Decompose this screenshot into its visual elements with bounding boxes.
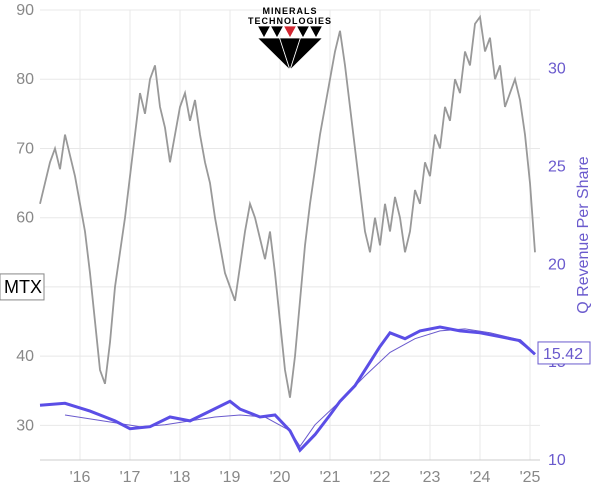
stock-chart: 304050607080901015202530Q Revenue Per Sh…: [0, 0, 600, 500]
x-axis-tick: '23: [420, 469, 441, 486]
logo-text-bottom: TECHNOLOGIES: [248, 16, 332, 26]
logo-text-top: MINERALS: [263, 6, 318, 16]
x-axis-tick: '19: [220, 469, 241, 486]
right-axis-tick: 30: [548, 61, 566, 78]
x-axis-tick: '24: [470, 469, 491, 486]
left-axis-tick: 80: [16, 71, 34, 88]
ticker-label: MTX: [4, 277, 42, 297]
x-axis-tick: '22: [370, 469, 391, 486]
left-axis-tick: 70: [16, 140, 34, 157]
right-axis-tick: 25: [548, 159, 566, 176]
x-axis-tick: '20: [270, 469, 291, 486]
current-value-label: 15.42: [543, 346, 583, 363]
right-axis-tick: 20: [548, 256, 566, 273]
x-axis-tick: '18: [170, 469, 191, 486]
x-axis-tick: '21: [320, 469, 341, 486]
left-axis-tick: 30: [16, 417, 34, 434]
right-axis-tick: 10: [548, 452, 566, 469]
x-axis-tick: '16: [70, 469, 91, 486]
left-axis-tick: 60: [16, 210, 34, 227]
x-axis-tick: '17: [120, 469, 141, 486]
right-axis-label: Q Revenue Per Share: [575, 156, 592, 314]
left-axis-tick: 40: [16, 348, 34, 365]
chart-container: 304050607080901015202530Q Revenue Per Sh…: [0, 0, 600, 500]
left-axis-tick: 90: [16, 2, 34, 19]
x-axis-tick: '25: [520, 469, 541, 486]
